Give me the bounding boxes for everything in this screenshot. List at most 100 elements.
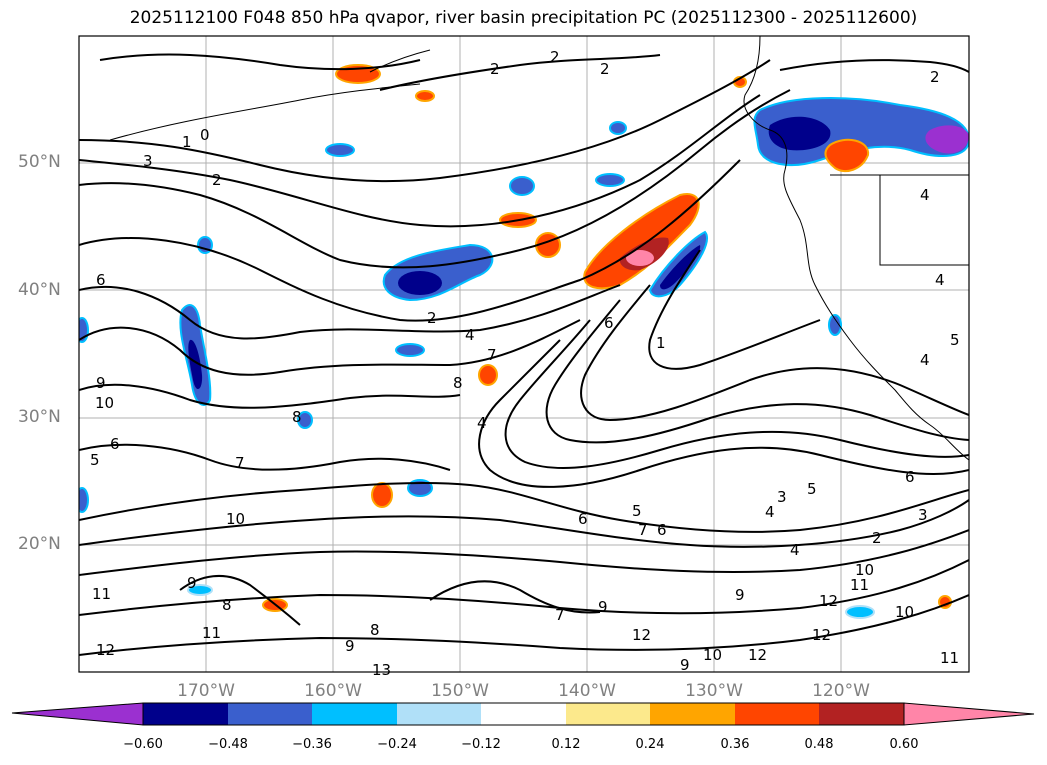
contour-label: 7 xyxy=(555,606,565,624)
coastlines xyxy=(109,36,969,461)
contour-line xyxy=(545,299,969,444)
contour-label: 8 xyxy=(453,374,463,392)
precip-blob-21 xyxy=(187,584,213,596)
precip-cold-vertical-core xyxy=(188,339,203,390)
colorbar-tick-label: 0.48 xyxy=(804,737,834,752)
colorbar-extend-low xyxy=(11,702,144,726)
contour-line xyxy=(79,159,741,322)
contour-label: 4 xyxy=(920,351,930,369)
contour-line xyxy=(79,499,969,548)
contour-line xyxy=(79,59,771,183)
contour-label: 5 xyxy=(90,451,100,469)
colorbar-bin xyxy=(819,703,904,725)
contour-line xyxy=(79,383,461,409)
contour-label: 11 xyxy=(850,576,869,594)
precip-blob-10 xyxy=(595,173,625,187)
contour-line xyxy=(79,594,969,656)
colorbar-bin xyxy=(650,703,735,725)
contour-line xyxy=(79,443,451,471)
lon-label-130w: 130°W xyxy=(685,681,743,701)
contour-labels: 0 1 2 2 2 2 2 3 2 4 6 7 8 8 9 10 6 5 7 5… xyxy=(90,48,960,679)
contour-label: 12 xyxy=(812,626,831,644)
contour-label: 2 xyxy=(600,60,610,78)
contour-label: 11 xyxy=(92,585,111,603)
contour-label: 9 xyxy=(187,574,197,592)
contour-line xyxy=(179,574,301,626)
contour-line xyxy=(79,319,581,376)
precip-warm-canada xyxy=(824,138,870,173)
precip-blob-15 xyxy=(79,487,89,513)
colorbar-bin xyxy=(228,703,312,725)
contour-label: 5 xyxy=(807,480,817,498)
contour-label: 12 xyxy=(96,641,115,659)
colorbar-bin xyxy=(143,703,228,725)
contour-label: 8 xyxy=(370,621,380,639)
contour-label: 10 xyxy=(855,561,874,579)
contour-label: 6 xyxy=(110,435,120,453)
contour-label: 12 xyxy=(632,626,651,644)
contour-line xyxy=(648,249,821,370)
precip-blob-5 xyxy=(478,364,498,386)
contour-label: 4 xyxy=(790,541,800,559)
contour-label: 6 xyxy=(96,271,106,289)
colorbar-tick-label: 0.24 xyxy=(635,737,665,752)
contour-line xyxy=(478,339,969,488)
precip-blob-11 xyxy=(609,121,627,135)
colorbar-bin xyxy=(735,703,819,725)
lon-label-150w: 150°W xyxy=(431,681,489,701)
colorbar-frame xyxy=(142,702,905,726)
lon-label-170w: 170°W xyxy=(177,681,235,701)
contour-label: 2 xyxy=(872,529,882,547)
contour-label: 4 xyxy=(765,503,775,521)
contour-line xyxy=(99,53,421,71)
contour-label: 9 xyxy=(598,598,608,616)
contour-label: 4 xyxy=(935,271,945,289)
lat-label-50n: 50°N xyxy=(18,152,61,172)
contour-label: 12 xyxy=(819,592,838,610)
contour-line xyxy=(429,580,601,614)
colorbar-bin xyxy=(312,703,397,725)
colorbar-tick-label: −0.12 xyxy=(461,737,501,752)
coastline-north-america xyxy=(743,36,969,461)
contour-label: 10 xyxy=(95,394,114,412)
contour-label: 11 xyxy=(202,624,221,642)
precip-cold-core xyxy=(660,245,701,290)
lon-label-140w: 140°W xyxy=(558,681,616,701)
contour-label: 9 xyxy=(680,656,690,674)
contour-label: 2 xyxy=(427,309,437,327)
chart-title: 2025112100 F048 850 hPa qvapor, river ba… xyxy=(129,8,918,28)
colorbar-bin xyxy=(566,703,650,725)
contour-label: 3 xyxy=(143,152,153,170)
contour-label: 12 xyxy=(748,646,767,664)
contour-label: 2 xyxy=(930,68,940,86)
lat-label-40n: 40°N xyxy=(18,280,61,300)
coastline-aleutians xyxy=(109,83,421,141)
contour-label: 1 xyxy=(182,133,192,151)
lon-label-160w: 160°W xyxy=(304,681,362,701)
precip-peak xyxy=(626,250,654,266)
contour-label: 10 xyxy=(895,603,914,621)
contour-label: 9 xyxy=(345,637,355,655)
plot-frame xyxy=(78,35,970,673)
precip-blob-6 xyxy=(371,482,393,508)
contour-label: 2 xyxy=(490,60,500,78)
precip-blob-12 xyxy=(395,343,425,357)
contour-label: 8 xyxy=(222,596,232,614)
contour-label: 7 xyxy=(487,346,497,364)
colorbar-tick-label: −0.48 xyxy=(208,737,248,752)
contour-label: 7 xyxy=(235,454,245,472)
contour-label: 4 xyxy=(477,414,487,432)
contour-label: 6 xyxy=(578,510,588,528)
colorbar xyxy=(11,702,1035,726)
contour-label: 9 xyxy=(735,586,745,604)
contour-line xyxy=(79,94,761,228)
qvapor-contours xyxy=(79,53,969,656)
contour-label: 6 xyxy=(905,468,915,486)
lat-label-30n: 30°N xyxy=(18,407,61,427)
precip-blob-22 xyxy=(845,605,875,619)
coastline-alaska xyxy=(369,49,431,73)
colorbar-tick-label: 0.12 xyxy=(551,737,581,752)
contour-label: 11 xyxy=(940,649,959,667)
contour-line xyxy=(79,481,969,533)
